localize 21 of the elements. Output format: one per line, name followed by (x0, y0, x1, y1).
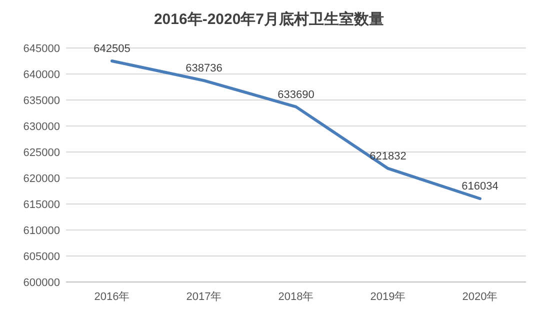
data-label: 642505 (94, 42, 130, 55)
x-tick-label: 2016年 (94, 291, 130, 303)
y-tick-label: 625000 (23, 147, 60, 159)
y-tick-label: 640000 (23, 69, 60, 81)
data-label: 621832 (370, 150, 406, 162)
y-tick-label: 630000 (23, 121, 60, 133)
x-tick-label: 2019年 (370, 291, 406, 303)
y-tick-label: 620000 (23, 173, 60, 185)
y-tick-label: 610000 (23, 225, 60, 237)
y-tick-label: 635000 (23, 95, 60, 107)
data-label: 616034 (462, 180, 498, 193)
x-tick-label: 2017年 (186, 291, 222, 303)
x-tick-label: 2020年 (462, 291, 498, 303)
y-tick-label: 645000 (23, 43, 60, 55)
data-label: 638736 (186, 62, 222, 75)
chart-title: 2016年-2020年7月底村卫生室数量 (154, 10, 384, 28)
data-label: 633690 (278, 88, 314, 101)
y-tick-label: 600000 (23, 277, 60, 289)
y-tick-label: 605000 (23, 251, 60, 263)
y-tick-label: 615000 (23, 199, 60, 211)
x-tick-label: 2018年 (278, 291, 314, 303)
